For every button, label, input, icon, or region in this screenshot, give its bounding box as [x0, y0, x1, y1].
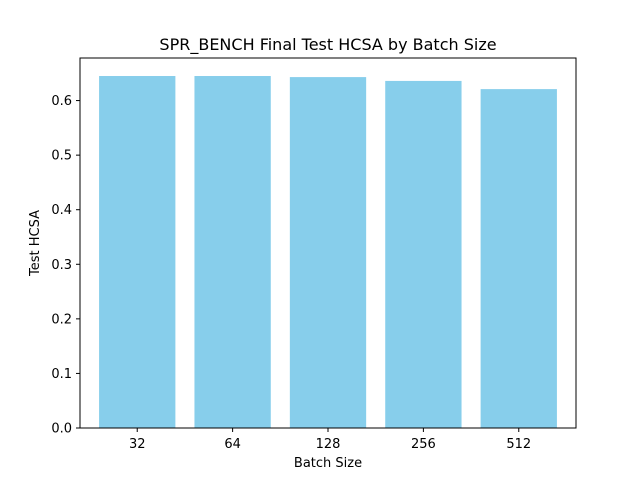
x-axis-ticks: 32 64 128 256 512 — [129, 428, 531, 452]
y-tick-label: 0.4 — [51, 203, 72, 218]
bar-128 — [289, 77, 367, 429]
y-tick-label: 0.6 — [51, 94, 72, 109]
y-tick-label: 0.1 — [51, 367, 72, 382]
x-tick-label: 128 — [316, 437, 341, 452]
bar-512 — [480, 89, 557, 428]
y-tick-label: 0.0 — [51, 422, 72, 437]
x-tick-label: 64 — [224, 437, 241, 452]
bar-32 — [99, 76, 176, 428]
chart-title: SPR_BENCH Final Test HCSA by Batch Size — [159, 35, 496, 55]
bar-256 — [385, 80, 462, 429]
y-tick-label: 0.2 — [51, 312, 72, 327]
y-axis-label: Test HCSA — [28, 210, 43, 277]
bars-group — [99, 76, 557, 429]
y-axis-ticks: 0.0 0.1 0.2 0.3 0.4 0.5 0.6 — [51, 94, 80, 437]
x-tick-label: 512 — [506, 437, 531, 452]
x-tick-label: 32 — [129, 437, 146, 452]
y-tick-label: 0.3 — [51, 258, 72, 273]
bar-64 — [194, 76, 271, 428]
plot-frame — [79, 57, 577, 429]
x-tick-label: 256 — [411, 437, 436, 452]
x-axis-label: Batch Size — [294, 456, 362, 471]
y-tick-label: 0.5 — [51, 149, 72, 164]
